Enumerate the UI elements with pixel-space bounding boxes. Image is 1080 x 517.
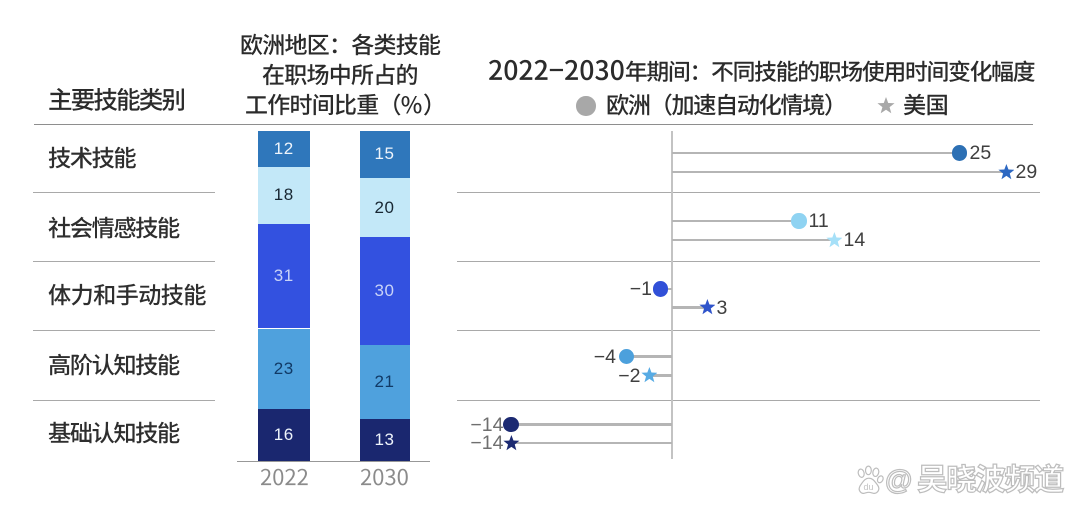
svg-text:du: du bbox=[864, 482, 874, 492]
